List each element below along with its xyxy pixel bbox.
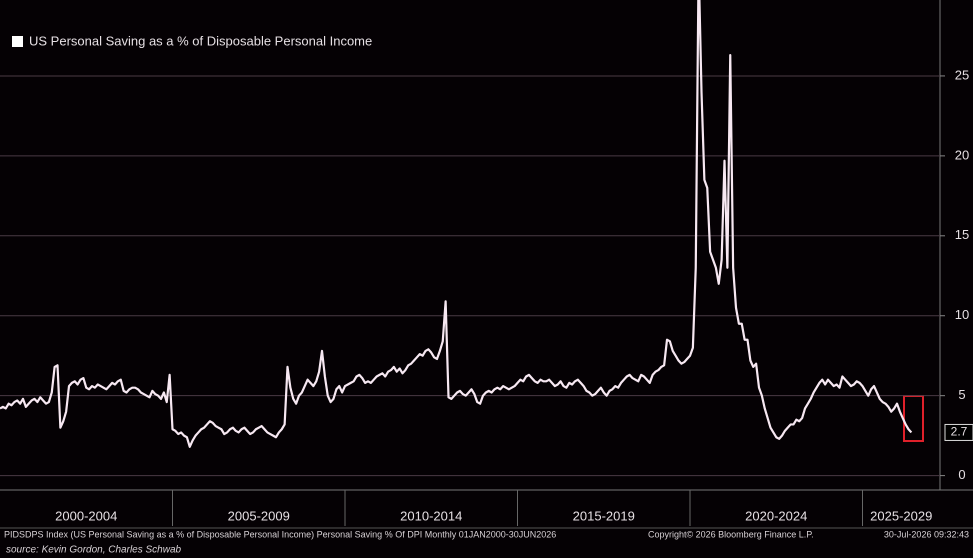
x-tick-label: 2020-2024 xyxy=(745,508,807,523)
last-value-label: 2.7 xyxy=(951,425,968,439)
x-tick-label: 2000-2004 xyxy=(55,508,117,523)
x-tick-label: 2025-2029 xyxy=(870,508,932,523)
y-tick-label: 0 xyxy=(958,467,965,482)
y-tick-label: 10 xyxy=(955,307,969,322)
x-tick-label: 2010-2014 xyxy=(400,508,462,523)
plot-area xyxy=(0,0,913,448)
footnote: PIDSDPS Index (US Personal Saving as a %… xyxy=(4,529,556,539)
y-tick-label: 5 xyxy=(958,387,965,402)
x-tick-label: 2015-2019 xyxy=(573,508,635,523)
legend-swatch xyxy=(12,36,23,47)
y-tick-label: 15 xyxy=(955,227,969,242)
last-value-box xyxy=(944,423,973,441)
y-tick-label: 25 xyxy=(955,67,969,82)
legend-text: US Personal Saving as a % of Disposable … xyxy=(29,33,372,48)
x-tick-label: 2005-2009 xyxy=(228,508,290,523)
y-tick-label: 20 xyxy=(955,147,969,162)
source: source: Kevin Gordon, Charles Schwab xyxy=(6,545,182,556)
timestamp: 30-Jul-2026 09:32:43 xyxy=(884,529,969,539)
copyright: Copyright© 2026 Bloomberg Finance L.P. xyxy=(648,529,814,539)
series-line xyxy=(0,0,913,448)
